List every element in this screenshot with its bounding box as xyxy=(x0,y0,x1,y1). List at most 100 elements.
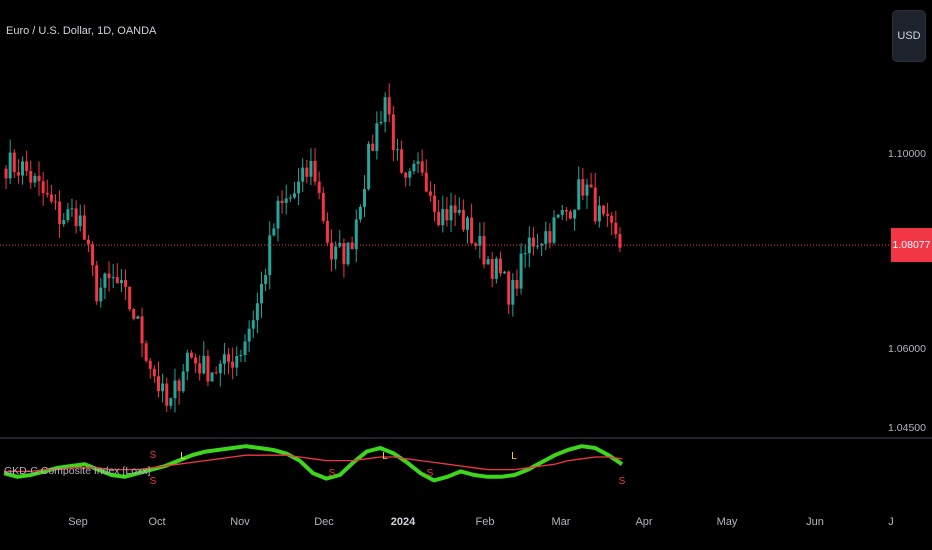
price-candles xyxy=(4,83,622,413)
candle-body xyxy=(614,222,618,235)
candle-body xyxy=(437,211,441,226)
candle-body xyxy=(581,179,585,196)
time-axis-label: Sep xyxy=(68,516,88,528)
candle-body xyxy=(119,280,123,284)
candle-body xyxy=(548,231,552,243)
time-axis-label: Mar xyxy=(551,516,571,528)
candle-body xyxy=(276,200,280,229)
candle-body xyxy=(136,316,140,319)
candle-body xyxy=(379,121,383,124)
candle-body xyxy=(317,181,321,193)
candle-body xyxy=(206,355,210,382)
candle-body xyxy=(41,181,45,194)
candle-body xyxy=(148,360,152,369)
candle-body xyxy=(556,214,560,218)
candle-body xyxy=(494,258,498,279)
candle-body xyxy=(593,187,597,222)
candle-body xyxy=(527,237,531,254)
signal-long-marker: L xyxy=(382,451,388,462)
candle-body xyxy=(95,265,99,302)
candle-body xyxy=(132,309,136,319)
candle-body xyxy=(194,357,198,364)
candle-body xyxy=(449,205,453,221)
candle-body xyxy=(268,235,272,276)
candle-body xyxy=(161,383,165,392)
candle-body xyxy=(564,210,568,212)
candle-body xyxy=(412,163,416,172)
candle-body xyxy=(239,355,243,357)
candle-body xyxy=(486,259,490,265)
candle-body xyxy=(260,283,263,304)
candle-body xyxy=(29,171,33,183)
candle-body xyxy=(408,171,412,178)
currency-button[interactable]: USD xyxy=(892,10,926,62)
candle-body xyxy=(515,280,519,289)
candle-body xyxy=(8,152,12,179)
candle-body xyxy=(610,215,614,223)
candle-body xyxy=(313,160,317,182)
candle-body xyxy=(243,341,247,356)
candle-body xyxy=(62,220,66,225)
candle-body xyxy=(371,143,375,151)
candle-body xyxy=(330,242,334,260)
candle-body xyxy=(536,245,540,247)
candle-body xyxy=(301,167,305,182)
candle-body xyxy=(577,179,581,210)
candle-body xyxy=(169,398,173,406)
candle-body xyxy=(231,361,235,368)
time-axis-label: May xyxy=(716,516,738,528)
time-axis-label: Jun xyxy=(806,516,824,528)
signal-short-marker: S xyxy=(329,468,336,479)
candle-body xyxy=(383,97,387,122)
candle-body xyxy=(334,246,338,260)
candle-body xyxy=(99,287,103,302)
candle-body xyxy=(321,192,325,221)
candle-body xyxy=(25,161,29,172)
candle-body xyxy=(416,161,420,164)
candle-body xyxy=(511,280,515,305)
candle-body xyxy=(420,161,424,173)
candle-body xyxy=(350,242,354,250)
candle-body xyxy=(358,206,362,220)
candle-body xyxy=(91,244,95,266)
candle-body xyxy=(284,198,288,203)
candle-body xyxy=(264,275,268,284)
time-axis-label: Apr xyxy=(635,516,653,528)
candle-body xyxy=(490,259,494,279)
candle-body xyxy=(82,215,86,240)
candle-body xyxy=(573,209,577,219)
candle-body xyxy=(272,228,276,236)
candle-body xyxy=(404,172,408,178)
signal-short-marker: S xyxy=(427,468,434,479)
candle-body xyxy=(218,363,222,374)
candle-body xyxy=(309,160,313,177)
candle-body xyxy=(181,371,185,392)
indicator-title[interactable]: GKD-C Composite Index [Loxx] xyxy=(4,465,151,477)
indicator-line-fast xyxy=(3,444,624,483)
indicator-line-slow xyxy=(4,454,623,473)
candle-body xyxy=(585,184,589,196)
candle-body xyxy=(70,208,74,210)
candle-body xyxy=(346,242,350,265)
candle-body xyxy=(618,234,622,248)
candle-body xyxy=(367,143,371,190)
signal-long-marker: L xyxy=(511,451,517,462)
candle-body xyxy=(523,253,527,255)
symbol-title[interactable]: Euro / U.S. Dollar, 1D, OANDA xyxy=(6,25,157,37)
candle-body xyxy=(375,123,379,151)
candle-body xyxy=(165,383,169,406)
candle-body xyxy=(292,193,296,198)
candle-body xyxy=(297,181,301,194)
signal-short-marker: S xyxy=(150,476,157,487)
candle-body xyxy=(478,236,482,246)
price-axis-label: 1.06000 xyxy=(888,343,926,355)
candle-body xyxy=(569,211,572,219)
candle-body xyxy=(354,219,358,250)
current-price-badge: 1.08077 xyxy=(891,228,932,262)
price-axis-label: 1.04500 xyxy=(888,422,926,434)
candle-body xyxy=(589,184,593,188)
price-axis-label: 1.10000 xyxy=(888,148,926,160)
candle-body xyxy=(185,352,189,372)
